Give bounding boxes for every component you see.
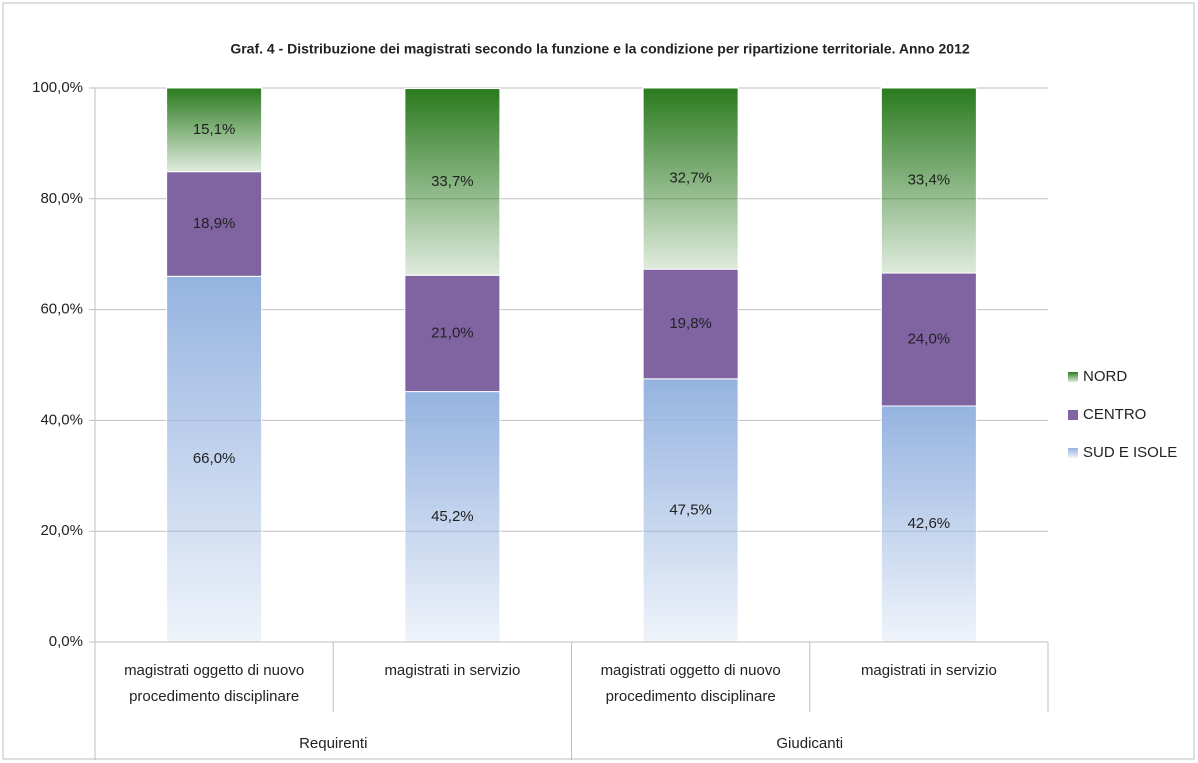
legend-swatch [1068, 448, 1078, 458]
legend-label: SUD E ISOLE [1083, 444, 1177, 461]
group-label: Requirenti [299, 735, 367, 752]
x-tick-label: magistrati oggetto di nuovo procedimento… [600, 662, 781, 705]
legend-swatch [1068, 410, 1078, 420]
bar-segment [166, 171, 263, 277]
value-label: 45,2% [431, 508, 474, 525]
y-tick-label: 20,0% [40, 522, 83, 539]
value-label: 24,0% [908, 330, 951, 347]
x-tick-label: magistrati in servizio [384, 662, 521, 679]
value-label: 21,0% [431, 324, 474, 341]
y-tick-label: 0,0% [49, 633, 83, 650]
bar-segment [404, 391, 501, 643]
bar-segment [642, 87, 739, 270]
y-tick-label: 80,0% [40, 190, 83, 207]
value-label: 19,8% [669, 315, 712, 332]
bar-segment [642, 268, 739, 380]
value-label: 32,7% [669, 170, 712, 187]
bar-segment [880, 272, 977, 407]
bar-segment [404, 88, 501, 276]
legend-swatch [1068, 372, 1078, 382]
chart-title: Graf. 4 - Distribuzione dei magistrati s… [230, 41, 970, 57]
legend-label: NORD [1083, 368, 1127, 385]
value-label: 33,4% [908, 171, 951, 188]
value-label: 33,7% [431, 173, 474, 190]
bar-segment [404, 274, 501, 393]
value-label: 18,9% [193, 215, 236, 232]
bar-segment [166, 87, 263, 173]
group-label: Giudicanti [776, 735, 843, 752]
y-tick-label: 40,0% [40, 411, 83, 428]
bar-segment [880, 87, 977, 274]
bar-segment [642, 378, 739, 643]
value-label: 42,6% [908, 515, 951, 532]
legend-label: CENTRO [1083, 406, 1146, 423]
y-tick-label: 100,0% [32, 79, 83, 96]
x-tick-label: magistrati oggetto di nuovo procedimento… [124, 662, 305, 705]
x-tick-label: magistrati in servizio [860, 662, 997, 679]
y-tick-label: 60,0% [40, 301, 83, 318]
bar-segment [880, 405, 977, 643]
value-label: 15,1% [193, 121, 236, 138]
value-label: 66,0% [193, 450, 236, 467]
value-label: 47,5% [669, 501, 712, 518]
